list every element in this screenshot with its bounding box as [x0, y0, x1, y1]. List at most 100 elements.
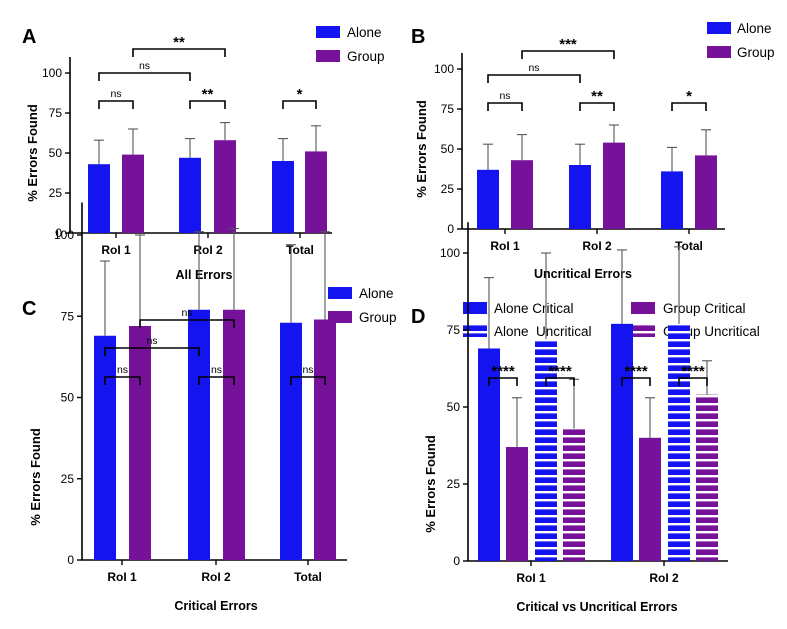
- panel-d-sig-label: ****: [548, 363, 572, 380]
- panel-d-sig-bracket: [488, 377, 518, 386]
- panel-c-ytick-label: 75: [61, 309, 75, 323]
- panel-b-bar: [603, 142, 625, 229]
- panel-a-category-label: RoI 1: [101, 243, 131, 257]
- panel-a-sig-bracket: [189, 100, 226, 109]
- panel-a-sig-bracket: [98, 100, 134, 109]
- panel-d-ytick-label: 75: [447, 323, 461, 337]
- legend-d-group-critical-label: Group Critical: [663, 301, 746, 316]
- panel-a-xlabel: All Errors: [176, 268, 233, 282]
- panel-c-category-label: RoI 2: [201, 570, 231, 584]
- panel-a-ylabel: % Errors Found: [25, 104, 40, 202]
- panel-c-sig-label: ns: [181, 307, 192, 319]
- panel-a-ytick-label: 25: [49, 186, 63, 200]
- panel-c-bar: [314, 319, 336, 560]
- panel-b-sig-label: ns: [528, 62, 539, 74]
- panel-d-ytick-label: 100: [440, 246, 460, 260]
- panel-c-bar: [280, 322, 302, 560]
- panel-a-bar: [179, 157, 201, 233]
- panel-d-sig-label: ****: [491, 363, 515, 380]
- legend-a-group-swatch: [316, 50, 340, 62]
- panel-a-sig-label: **: [173, 34, 185, 51]
- panel-b-sig-bracket: [521, 50, 615, 59]
- panel-d-bar: [696, 394, 718, 561]
- panel-d-sig-label: ****: [681, 363, 705, 380]
- panel-a-ytick-label: 100: [42, 66, 62, 80]
- legend-d-alone-uncritical-label: Alone Uncritical: [494, 324, 592, 339]
- panel-b-bar: [477, 169, 499, 229]
- panel-d-sig-bracket: [545, 377, 575, 386]
- panel-b-ytick-label: 75: [441, 102, 455, 116]
- panel-b-category-label: RoI 1: [490, 239, 520, 253]
- panel-c-category-label: RoI 1: [107, 570, 137, 584]
- panel-c-ylabel: % Errors Found: [28, 428, 43, 526]
- panel-c-sig-bracket: [198, 376, 235, 385]
- panel-a-category-label: Total: [286, 243, 314, 257]
- panel-letter-a: A: [22, 26, 36, 48]
- panel-b-bar: [511, 160, 533, 229]
- legend-b-alone-swatch: [707, 22, 731, 34]
- panel-b-category-label: Total: [675, 239, 703, 253]
- panel-d-ytick-label: 50: [447, 400, 461, 414]
- panel-c-sig-label: ns: [117, 364, 128, 376]
- panel-c-sig-label: ns: [211, 364, 222, 376]
- panel-d-bar: [506, 447, 528, 561]
- panel-a-sig-label: *: [297, 86, 303, 103]
- panel-c-ytick-label: 25: [61, 472, 75, 486]
- panel-d-ytick-label: 25: [447, 477, 461, 491]
- panel-b-bar: [569, 165, 591, 229]
- panel-c-xlabel: Critical Errors: [174, 599, 257, 613]
- panel-d-bar: [478, 348, 500, 561]
- panel-a-ytick-label: 50: [49, 146, 63, 160]
- panel-c-bar: [188, 309, 210, 560]
- panel-b-ytick-label: 0: [447, 222, 454, 236]
- panel-a-sig-label: **: [202, 86, 214, 103]
- panel-c-bar: [94, 335, 116, 560]
- legend-b-group-label: Group: [737, 45, 775, 60]
- panel-letter-c: C: [22, 298, 36, 320]
- panel-d-sig-bracket: [678, 377, 708, 386]
- panel-c-sig-bracket: [104, 376, 141, 385]
- panel-c-ytick-label: 50: [61, 391, 75, 405]
- panel-d-sig-bracket: [621, 377, 651, 386]
- panel-b-sig-bracket: [671, 102, 707, 111]
- panel-letter-b: B: [411, 26, 425, 48]
- legend-c-alone-swatch: [328, 287, 352, 299]
- panel-c-sig-bracket: [139, 319, 235, 328]
- panel-d-category-label: RoI 1: [516, 571, 546, 585]
- panel-a-bar: [305, 151, 327, 233]
- panel-a-bar: [122, 154, 144, 233]
- legend-b-alone-label: Alone: [737, 21, 772, 36]
- panel-b-ytick-label: 100: [434, 62, 454, 76]
- panel-letter-d: D: [411, 306, 425, 328]
- panel-d-bar: [563, 428, 585, 561]
- panel-c-sig-label: ns: [146, 335, 157, 347]
- panel-d-bar: [611, 323, 633, 561]
- legend-d-group-uncritical-swatch: [631, 325, 655, 337]
- legend-a-group-label: Group: [347, 49, 385, 64]
- panel-d-xlabel: Critical vs Uncritical Errors: [516, 600, 677, 614]
- legend-d-alone-critical-swatch: [463, 302, 487, 314]
- panel-b-sig-label: *: [686, 88, 692, 105]
- panel-d-bar: [535, 339, 557, 561]
- legend-d-alone-uncritical-swatch: [463, 325, 487, 337]
- panel-a-bar: [88, 164, 110, 233]
- panel-b-xlabel: Uncritical Errors: [534, 267, 632, 281]
- panel-b-category-label: RoI 2: [582, 239, 612, 253]
- panel-c-ytick-label: 100: [54, 228, 74, 242]
- legend-c-group-label: Group: [359, 310, 397, 325]
- panel-d-ylabel: % Errors Found: [423, 435, 438, 533]
- panel-a-sig-bracket: [132, 48, 226, 57]
- panel-c-sig-bracket: [290, 376, 326, 385]
- panel-a-category-label: RoI 2: [193, 243, 223, 257]
- panel-c-category-label: Total: [294, 570, 322, 584]
- panel-b-sig-label: **: [591, 88, 603, 105]
- panel-c-ytick-label: 0: [67, 553, 74, 567]
- panel-b-sig-bracket: [487, 102, 523, 111]
- panel-d-category-label: RoI 2: [649, 571, 679, 585]
- panel-d-ytick-label: 0: [453, 554, 460, 568]
- panel-b-ylabel: % Errors Found: [414, 100, 429, 198]
- panel-c-bar: [129, 326, 151, 560]
- panel-d-sig-label: ****: [624, 363, 648, 380]
- panel-a-sig-bracket: [282, 100, 317, 109]
